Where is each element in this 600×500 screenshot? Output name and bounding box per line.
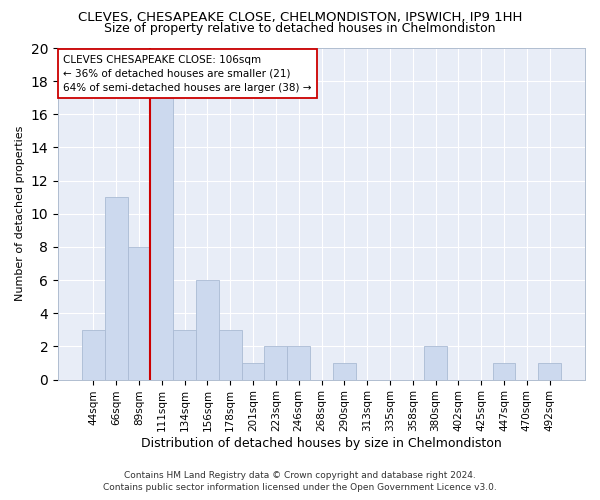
Bar <box>538 363 561 380</box>
Bar <box>242 363 265 380</box>
Bar <box>196 280 219 380</box>
Bar <box>105 197 128 380</box>
Y-axis label: Number of detached properties: Number of detached properties <box>15 126 25 302</box>
Bar <box>151 98 173 380</box>
Bar <box>219 330 242 380</box>
Bar <box>424 346 447 380</box>
Bar <box>493 363 515 380</box>
Text: Size of property relative to detached houses in Chelmondiston: Size of property relative to detached ho… <box>104 22 496 35</box>
Bar <box>265 346 287 380</box>
Bar <box>82 330 105 380</box>
Text: CLEVES, CHESAPEAKE CLOSE, CHELMONDISTON, IPSWICH, IP9 1HH: CLEVES, CHESAPEAKE CLOSE, CHELMONDISTON,… <box>78 11 522 24</box>
Bar <box>333 363 356 380</box>
Text: Contains HM Land Registry data © Crown copyright and database right 2024.
Contai: Contains HM Land Registry data © Crown c… <box>103 471 497 492</box>
Bar <box>173 330 196 380</box>
Bar <box>128 247 151 380</box>
Bar <box>287 346 310 380</box>
Text: CLEVES CHESAPEAKE CLOSE: 106sqm
← 36% of detached houses are smaller (21)
64% of: CLEVES CHESAPEAKE CLOSE: 106sqm ← 36% of… <box>63 54 312 92</box>
X-axis label: Distribution of detached houses by size in Chelmondiston: Distribution of detached houses by size … <box>141 437 502 450</box>
